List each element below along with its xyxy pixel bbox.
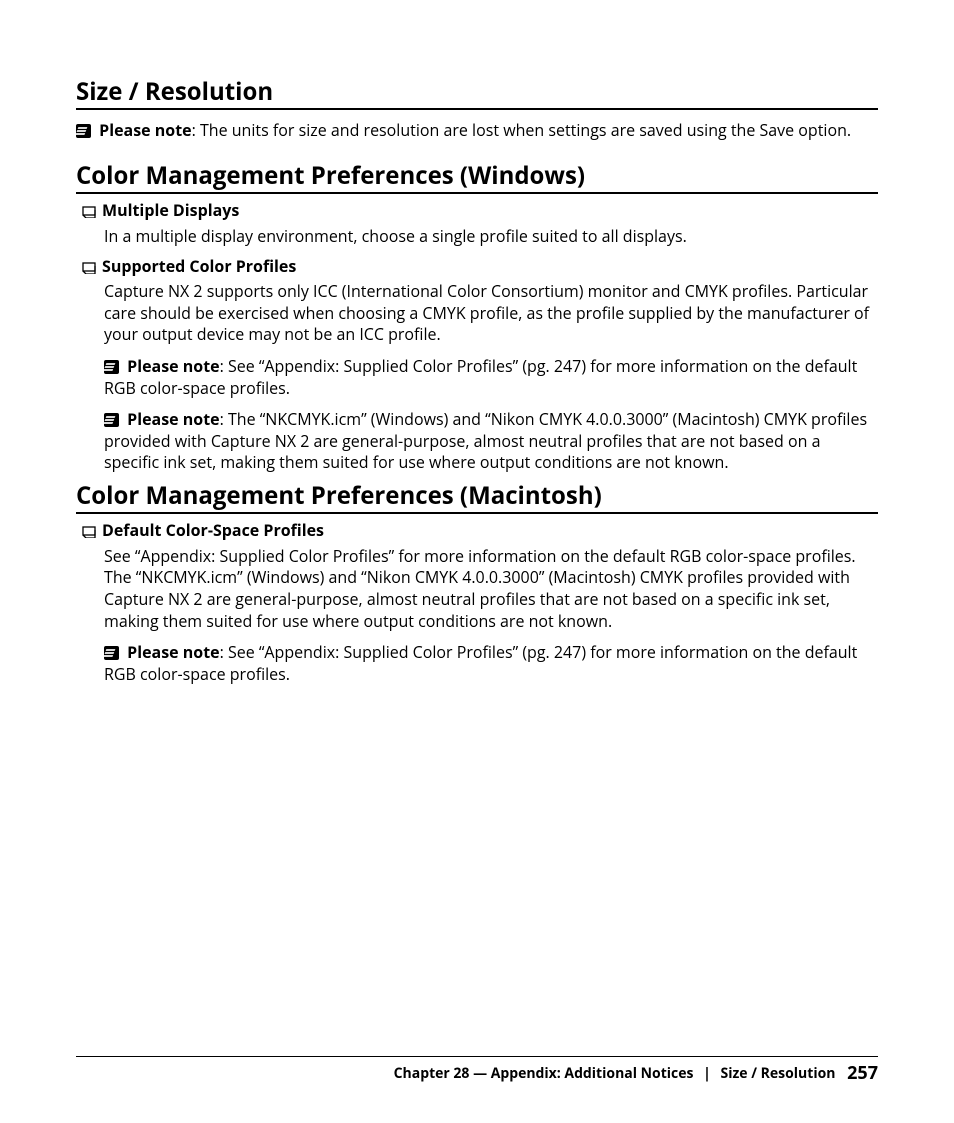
footer-separator: | <box>703 1065 711 1084</box>
note-block: Please note: See “Appendix: Supplied Col… <box>104 642 878 685</box>
item-title-text: Supported Color Profiles <box>102 255 296 277</box>
note-size-resolution: Please note: The units for size and reso… <box>76 120 878 142</box>
note-text: : The units for size and resolution are … <box>192 119 852 141</box>
bullet-icon <box>82 522 96 544</box>
note-icon <box>104 413 119 427</box>
heading-cmp-windows: Color Management Preferences (Windows) <box>76 160 878 194</box>
note-icon <box>104 360 119 374</box>
note-label: Please note <box>127 641 219 663</box>
footer-topic: Size / Resolution <box>720 1064 835 1083</box>
item-title-default-colorspace: Default Color-Space Profiles <box>82 520 878 544</box>
item-title-text: Multiple Displays <box>102 199 239 221</box>
heading-cmp-macintosh: Color Management Preferences (Macintosh) <box>76 480 878 514</box>
item-title-supported-profiles: Supported Color Profiles <box>82 256 878 280</box>
footer-rule <box>76 1056 878 1057</box>
note-label: Please note <box>127 408 219 430</box>
bullet-icon <box>82 202 96 224</box>
item-body: See “Appendix: Supplied Color Profiles” … <box>104 546 878 632</box>
item-body: Capture NX 2 supports only ICC (Internat… <box>104 281 878 346</box>
list-item: Default Color-Space Profiles See “Append… <box>82 520 878 685</box>
footer-page-number: 257 <box>847 1061 878 1085</box>
list-item: Supported Color Profiles Capture NX 2 su… <box>82 256 878 474</box>
note-label: Please note <box>99 119 191 141</box>
item-title-multiple-displays: Multiple Displays <box>82 200 878 224</box>
item-title-text: Default Color-Space Profiles <box>102 519 324 541</box>
item-body: In a multiple display environment, choos… <box>104 226 878 248</box>
note-block: Please note: The “NKCMYK.icm” (Windows) … <box>104 409 878 474</box>
note-icon <box>104 646 119 660</box>
page-footer: Chapter 28 — Appendix: Additional Notice… <box>394 1061 878 1085</box>
bullet-icon <box>82 258 96 280</box>
list-item: Multiple Displays In a multiple display … <box>82 200 878 247</box>
footer-chapter: Chapter 28 — Appendix: Additional Notice… <box>394 1064 694 1083</box>
document-page: Size / Resolution Please note: The units… <box>0 0 954 1123</box>
note-icon <box>76 124 91 138</box>
note-block: Please note: See “Appendix: Supplied Col… <box>104 356 878 399</box>
heading-size-resolution: Size / Resolution <box>76 76 878 110</box>
note-label: Please note <box>127 355 219 377</box>
